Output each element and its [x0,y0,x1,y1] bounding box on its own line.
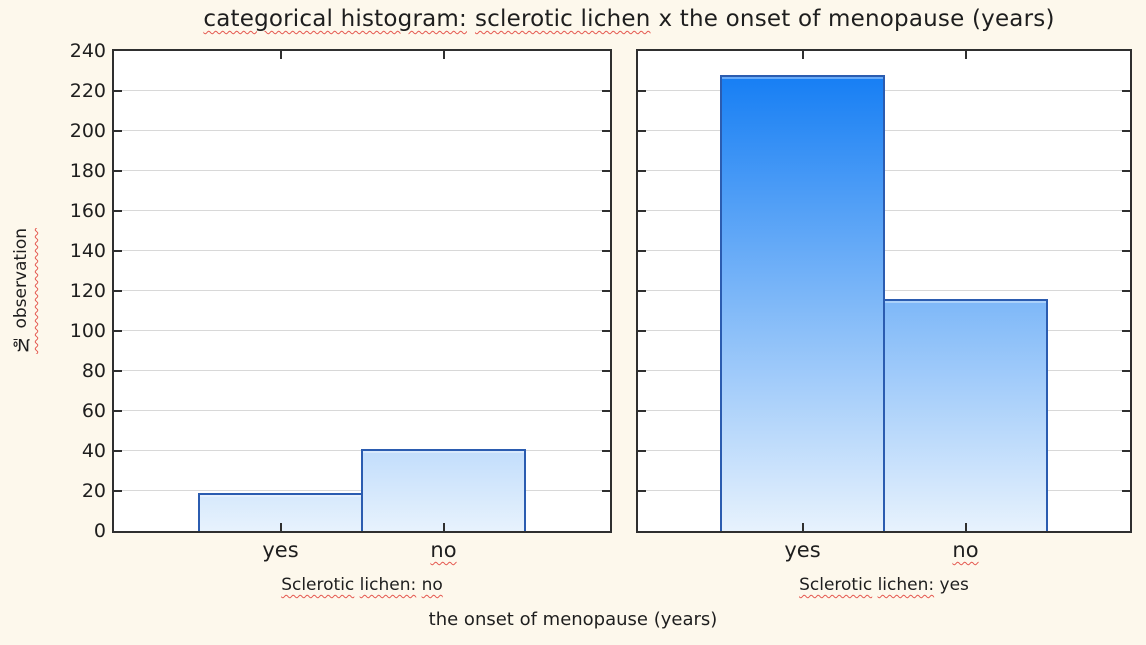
y-axis-tick-mark [638,290,646,292]
y-axis-tick-mark [638,330,646,332]
y-axis-tick-mark [602,170,610,172]
y-axis-label: № observation [8,51,34,531]
y-axis-tick-mark [114,170,122,172]
y-axis-tick-mark [602,210,610,212]
histogram-panel [112,49,612,533]
x-axis-category-label: no [952,538,979,562]
x-axis-tick-mark [801,51,804,59]
y-axis-tick-mark [602,330,610,332]
y-axis-tick-mark [638,130,646,132]
gridline [114,330,610,331]
x-axis-category-label: yes [784,538,821,562]
x-axis-category-cell: yes [198,538,363,562]
x-axis-category-cell: yes [720,538,885,562]
y-axis-tick-mark [1122,290,1130,292]
panel-sublabel-segment: lichen: [359,575,417,595]
chart-title-segment: categorical histogram: [203,6,467,32]
x-axis-category-labels: yes no [112,538,612,562]
y-axis-tick-mark [638,170,646,172]
y-axis-tick-mark [602,250,610,252]
x-axis-tick-mark [279,523,282,531]
panel-sublabel-segment: yes [939,575,969,595]
y-axis-tick-mark [602,450,610,452]
panel-sublabel-segment: Sclerotic [281,575,355,595]
y-axis-tick-mark [114,130,122,132]
histogram-panel [636,49,1132,533]
gridline [114,410,610,411]
y-axis-label-text: № observation [11,228,31,354]
x-axis-category-cell: no [361,538,526,562]
x-axis-category-labels: yes no [636,538,1132,562]
gridline [114,290,610,291]
histogram-bar-no [361,449,526,531]
y-axis-tick-mark [602,490,610,492]
panel-sublabel: Sclerotic lichen: no [112,575,612,595]
y-axis-tick-mark [1122,250,1130,252]
y-axis-tick-mark [602,370,610,372]
y-axis-tick-mark [602,410,610,412]
y-axis-tick-mark [1122,210,1130,212]
x-axis-tick-mark [801,523,804,531]
gridline [114,90,610,91]
y-axis-tick-mark [1122,130,1130,132]
gridline [114,170,610,171]
gridline [114,130,610,131]
y-axis-tick-mark [1122,330,1130,332]
y-axis-tick-mark [1122,370,1130,372]
y-axis-tick-mark [602,90,610,92]
y-axis-tick-mark [1122,490,1130,492]
panel-sublabel-segment: no [421,575,443,595]
bar-row [638,75,1130,531]
x-axis-tick-mark [964,51,967,59]
y-axis-tick-mark [1122,90,1130,92]
y-axis-tick-mark [114,330,122,332]
gridline [114,210,610,211]
y-axis-tick-mark [1122,450,1130,452]
y-axis-tick-mark [1122,170,1130,172]
chart-title: categorical histogram: sclerotic lichen x … [114,6,1144,32]
y-axis-tick-mark [114,90,122,92]
y-axis-tick-mark [638,250,646,252]
y-axis-tick-mark [114,250,122,252]
gridline [114,370,610,371]
x-axis-tick-mark [964,523,967,531]
y-axis-tick-mark [114,370,122,372]
panel-sublabel-segment: lichen: [877,575,935,595]
x-axis-category-label: yes [262,538,299,562]
x-axis-category-cell: no [883,538,1048,562]
histogram-bar-no [883,299,1048,531]
y-axis-tick-mark [114,410,122,412]
chart-title-segment: x the onset of menopause (years) [658,6,1055,32]
histogram-bar-yes [720,75,885,531]
panel-plot-area [638,51,1130,531]
panel-sublabel-segment: Sclerotic [799,575,873,595]
y-axis-tick-mark [1122,410,1130,412]
y-axis-tick-mark [638,370,646,372]
y-axis-tick-mark [638,490,646,492]
bar-row [114,449,610,531]
y-axis-tick-mark [638,90,646,92]
y-axis-tick-mark [638,450,646,452]
x-axis-tick-mark [442,523,445,531]
y-axis-tick-mark [638,210,646,212]
panel-plot-area [114,51,610,531]
x-axis-category-label: no [430,538,457,562]
y-axis-tick-mark [638,410,646,412]
chart-title-segment: sclerotic lichen [474,6,651,32]
x-axis-label: the onset of menopause (years) [428,609,718,630]
y-axis-tick-mark [114,490,122,492]
x-axis-tick-mark [279,51,282,59]
panel-sublabel: Sclerotic lichen: yes [636,575,1132,595]
y-axis-tick-mark [602,290,610,292]
y-axis-tick-mark [114,290,122,292]
y-axis-tick-mark [114,210,122,212]
x-axis-tick-mark [442,51,445,59]
y-axis-tick-mark [114,450,122,452]
y-axis-tick-mark [602,130,610,132]
gridline [114,250,610,251]
